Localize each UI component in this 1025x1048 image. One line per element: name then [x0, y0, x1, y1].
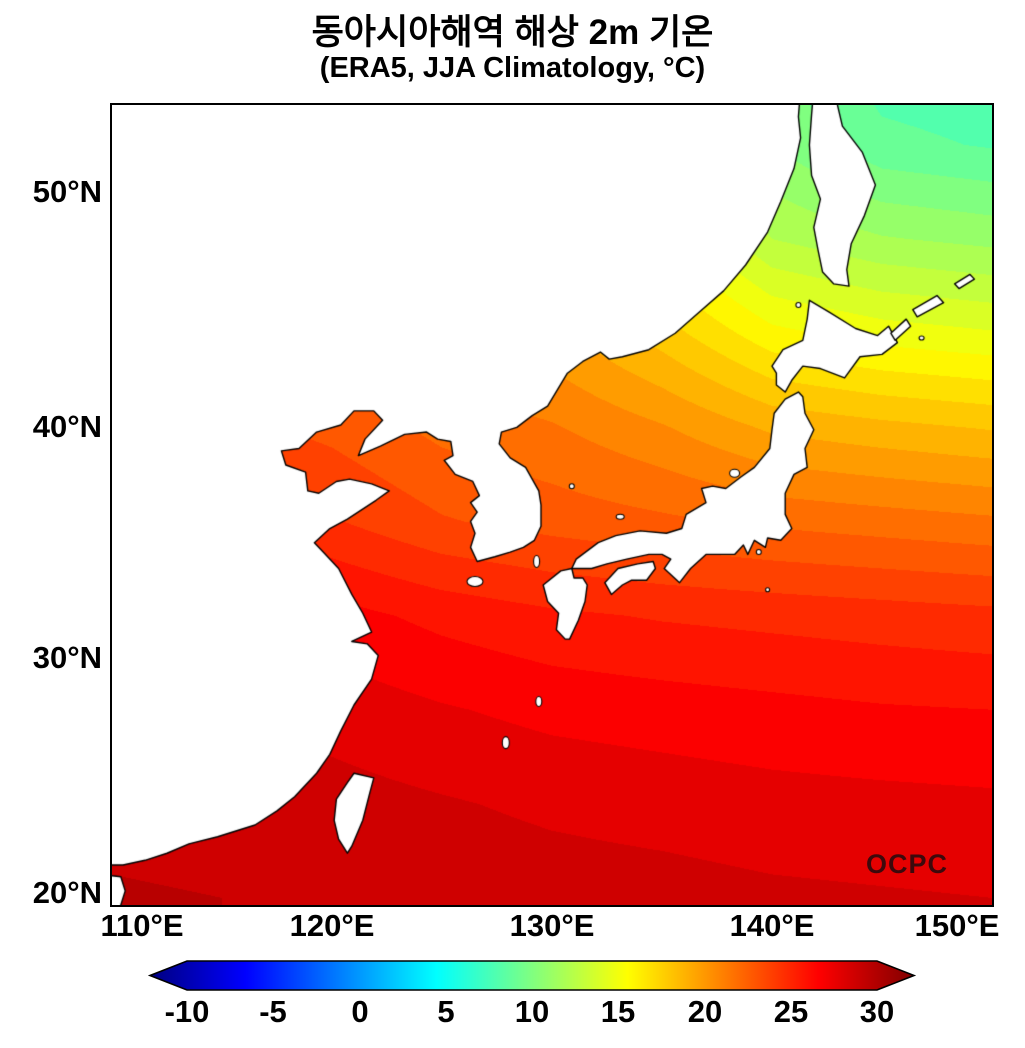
page-title: 동아시아해역 해상 2m 기온	[311, 13, 714, 52]
colorbar-tick-5: 5	[437, 994, 455, 1029]
colorbar-tick-20: 20	[687, 994, 723, 1029]
x-axis-label-140e: 140°E	[729, 908, 815, 943]
x-axis-label-110e: 110°E	[100, 908, 184, 943]
colorbar-tick-25: 25	[773, 994, 809, 1029]
colorbar-tick-30: 30	[859, 994, 895, 1029]
x-axis-label-130e: 130°E	[509, 908, 595, 943]
y-axis-label-20n: 20°N	[32, 875, 102, 910]
colorbar-gradient-bar	[147, 960, 917, 991]
colorbar-tick-0: 0	[351, 994, 369, 1029]
page-subtitle: (ERA5, JJA Climatology, °C)	[319, 52, 706, 84]
x-axis-label-120e: 120°E	[289, 908, 375, 943]
colorbar-tick-m10: -10	[164, 994, 210, 1029]
colorbar-tick-10: 10	[514, 994, 550, 1029]
ocpc-watermark: OCPC	[866, 849, 949, 879]
colorbar-tick-15: 15	[600, 994, 636, 1029]
colorbar-tick-m5: -5	[259, 994, 287, 1029]
map-canvas	[112, 105, 992, 905]
y-axis-label-30n: 30°N	[32, 640, 102, 675]
map-frame	[110, 103, 994, 907]
y-axis-label-50n: 50°N	[32, 174, 102, 209]
y-axis-label-40n: 40°N	[32, 409, 102, 444]
x-axis-label-150e: 150°E	[914, 908, 1000, 943]
colorbar	[147, 960, 917, 991]
